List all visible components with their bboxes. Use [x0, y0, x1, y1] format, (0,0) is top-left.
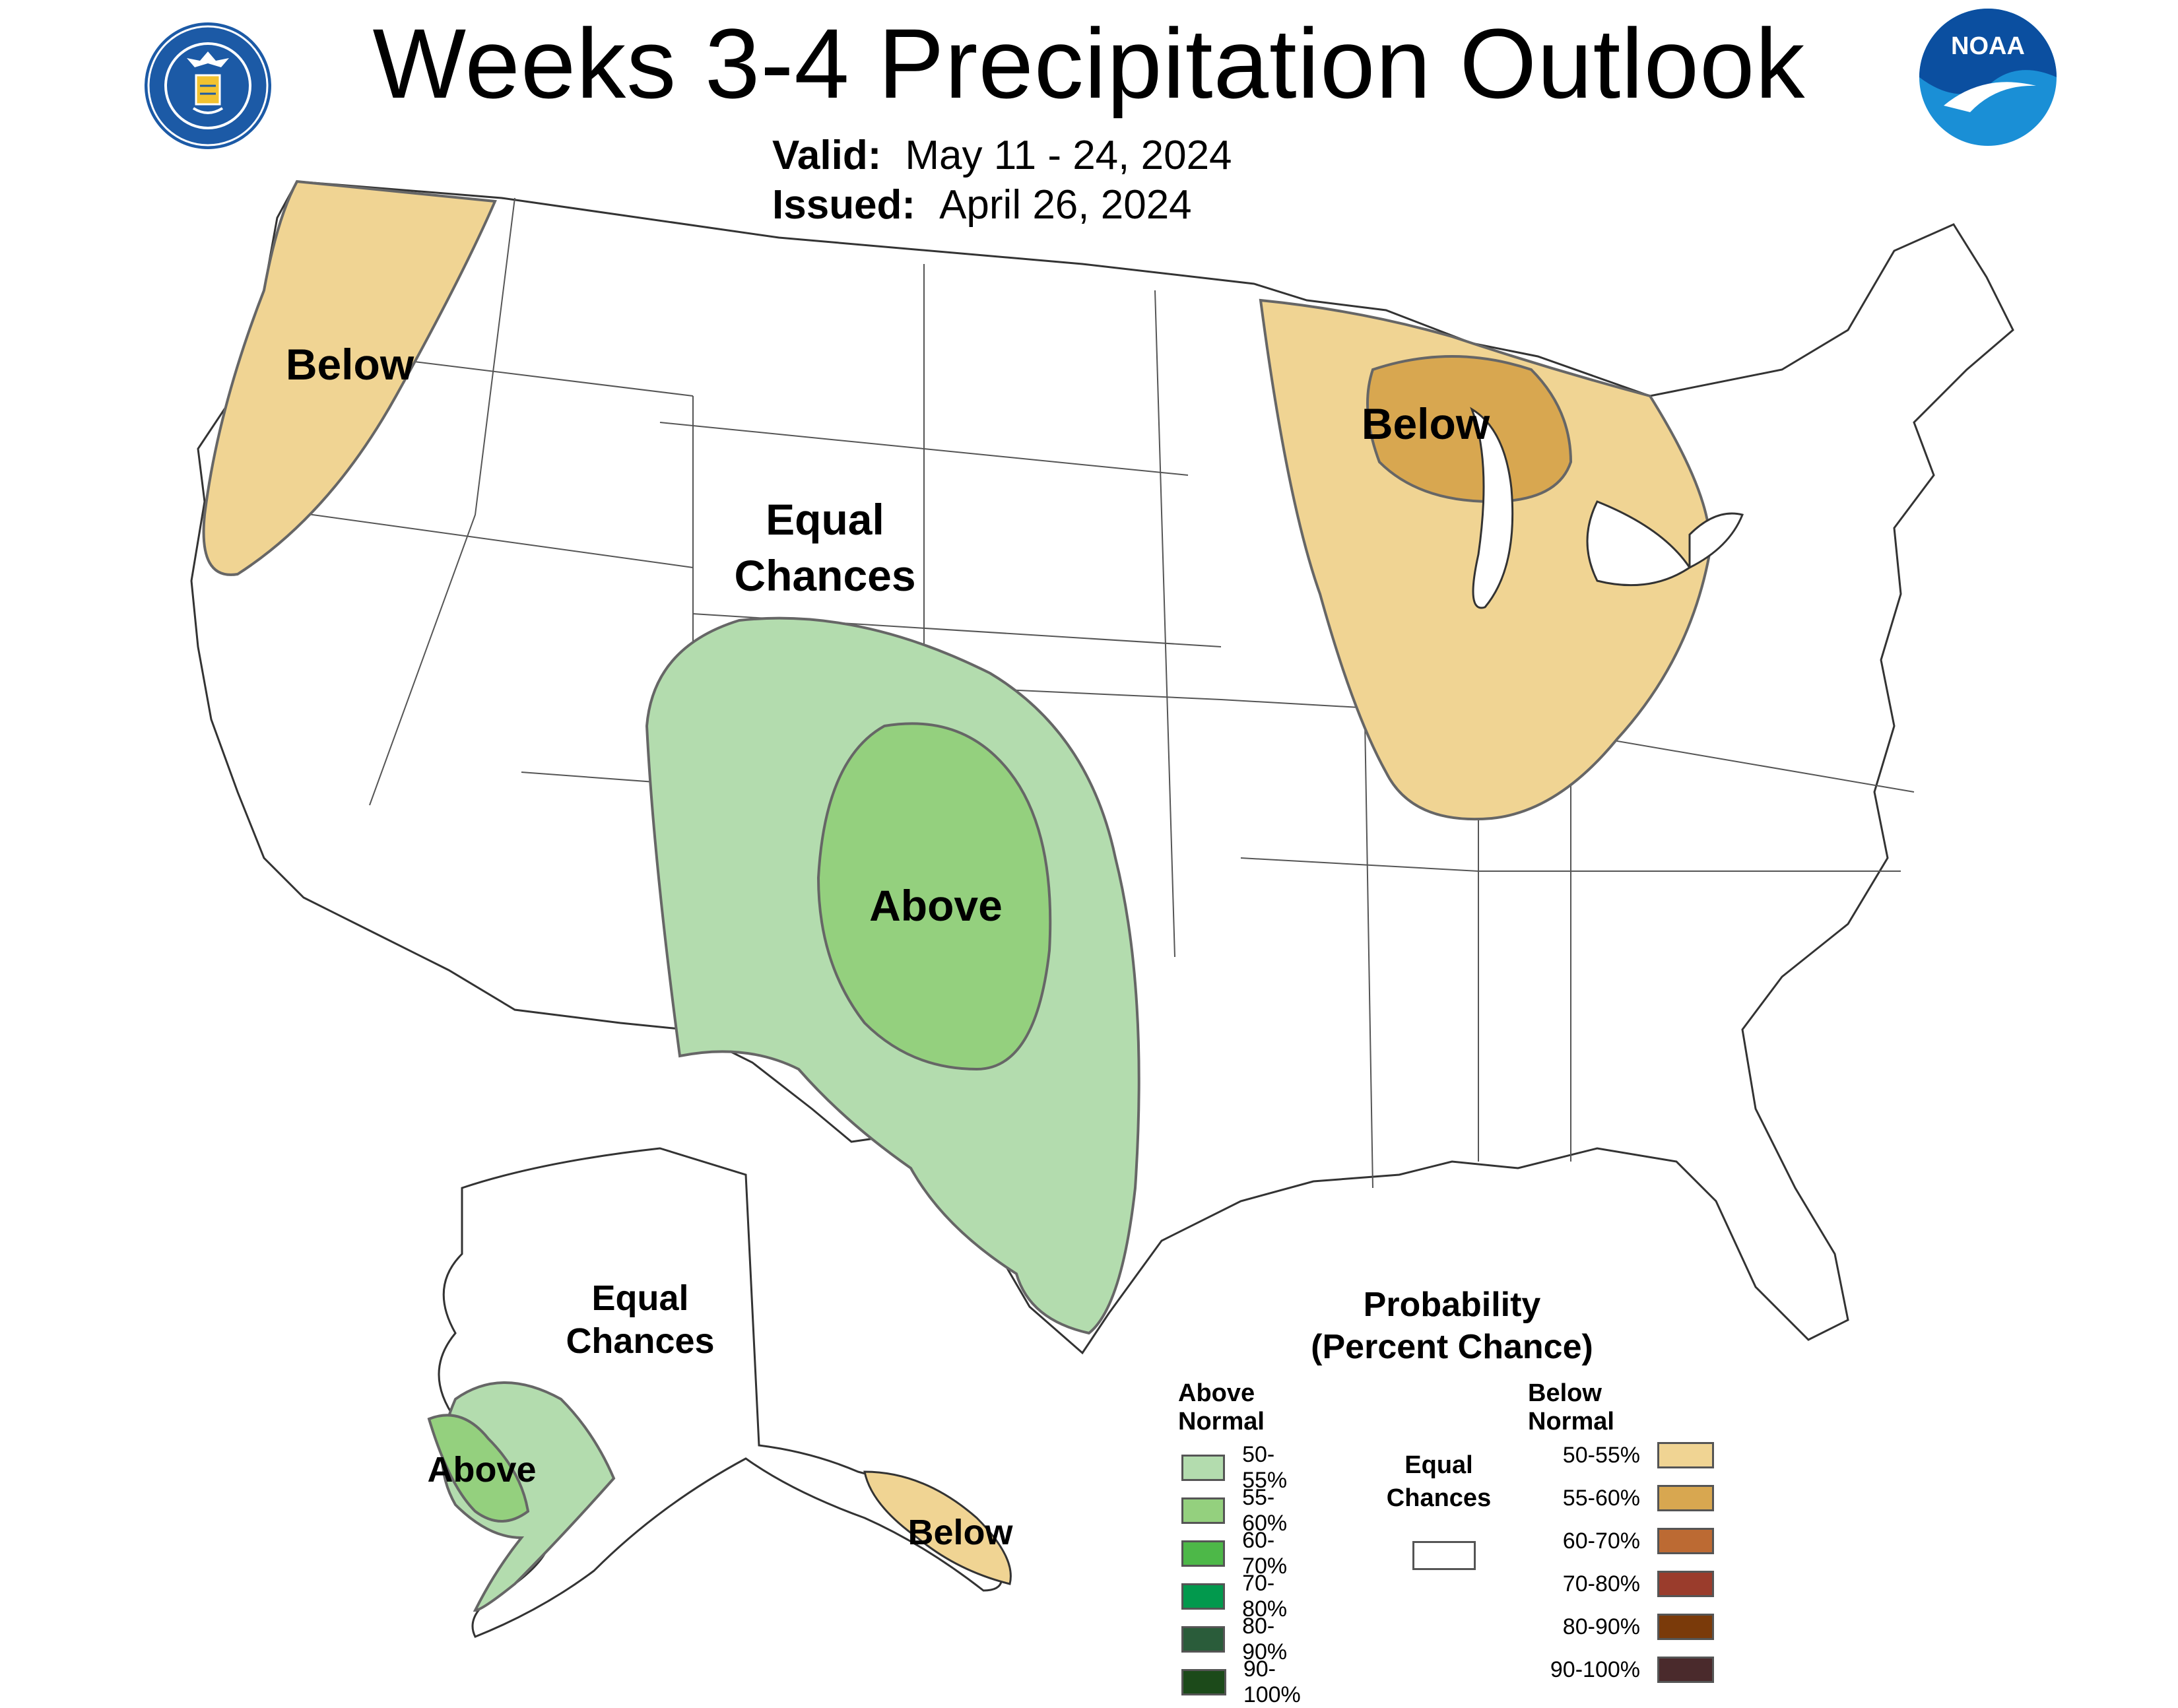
below-legend-label: 55-60% — [1562, 1485, 1640, 1511]
below-legend-swatch — [1657, 1485, 1714, 1511]
above-legend-row: 50-55% — [1181, 1442, 1300, 1494]
equal-chances-swatch — [1412, 1541, 1476, 1570]
above-legend-swatch — [1181, 1455, 1226, 1481]
below-legend-row: 90-100% — [1548, 1657, 1714, 1683]
central-equal-label-1: Equal — [766, 495, 884, 544]
below-legend-swatch — [1657, 1528, 1714, 1554]
great-lakes-water — [1470, 407, 1744, 609]
below-legend-row: 55-60% — [1548, 1485, 1714, 1511]
above-legend-swatch — [1181, 1540, 1226, 1567]
page-title: Weeks 3-4 Precipitation Outlook — [372, 8, 1806, 119]
below-legend-label: 70-80% — [1562, 1571, 1640, 1596]
above-legend-row: 60-70% — [1181, 1528, 1300, 1579]
plains-above-label: Above — [869, 881, 1003, 930]
below-legend-row: 50-55% — [1548, 1442, 1714, 1468]
valid-label: Valid: — [772, 133, 882, 178]
department-of-commerce-seal-icon — [145, 22, 271, 149]
ak-below-label: Below — [908, 1513, 1013, 1552]
above-normal-heading: Above Normal — [1178, 1379, 1265, 1435]
legend-title: Probability (Percent Chance) — [1267, 1284, 1637, 1368]
above-legend-label: 60-70% — [1242, 1528, 1288, 1579]
valid-dates: Valid: May 11 - 24, 2024 — [772, 132, 1232, 179]
noaa-logo-icon: NOAA — [1919, 9, 2057, 146]
above-legend-row: 80-90% — [1181, 1614, 1300, 1665]
below-legend-row: 60-70% — [1548, 1528, 1714, 1554]
above-region-plains-inner — [816, 722, 1052, 1071]
above-legend-swatch — [1181, 1497, 1226, 1524]
legend-title-line2: (Percent Chance) — [1311, 1328, 1593, 1366]
equal-chances-label: Equal Chances — [1373, 1449, 1505, 1515]
below-legend-swatch — [1657, 1657, 1714, 1683]
below-legend-swatch — [1657, 1614, 1714, 1640]
issued-date: Issued: April 26, 2024 — [772, 181, 1192, 228]
issued-value: April 26, 2024 — [939, 182, 1192, 228]
ak-above-label: Above — [427, 1450, 536, 1490]
below-legend-label: 50-55% — [1562, 1442, 1640, 1468]
lakes-below-label: Below — [1362, 399, 1490, 448]
alaska-above-inner — [427, 1414, 530, 1523]
above-legend-label: 80-90% — [1242, 1614, 1288, 1664]
valid-value: May 11 - 24, 2024 — [905, 133, 1232, 178]
below-legend-row: 80-90% — [1548, 1614, 1714, 1640]
below-legend-label: 90-100% — [1550, 1657, 1640, 1682]
below-legend-label: 80-90% — [1562, 1614, 1640, 1639]
noaa-logo-text: NOAA — [1951, 32, 2025, 60]
ak-equal-label-2: Chances — [566, 1321, 714, 1361]
above-legend-swatch — [1181, 1669, 1226, 1695]
above-legend-row: 90-100% — [1181, 1657, 1313, 1708]
central-equal-label-2: Chances — [734, 551, 915, 600]
below-normal-heading: Below Normal — [1528, 1379, 1614, 1435]
below-region-lakes-inner — [1366, 355, 1573, 504]
below-legend-swatch — [1657, 1442, 1714, 1468]
below-legend-row: 70-80% — [1548, 1571, 1714, 1597]
issued-label: Issued: — [772, 182, 916, 228]
pnw-below-label: Below — [286, 340, 414, 389]
above-legend-label: 90-100% — [1243, 1657, 1301, 1707]
equal-chances-line1: Equal — [1404, 1451, 1473, 1479]
legend-title-line1: Probability — [1363, 1286, 1541, 1324]
below-legend-label: 60-70% — [1562, 1528, 1640, 1554]
above-legend-swatch — [1181, 1583, 1226, 1610]
above-legend-row: 70-80% — [1181, 1571, 1300, 1622]
below-region-pnw — [202, 180, 497, 576]
below-legend-swatch — [1657, 1571, 1714, 1597]
above-legend-swatch — [1181, 1626, 1226, 1653]
above-legend-label: 55-60% — [1242, 1485, 1288, 1536]
above-legend-row: 55-60% — [1181, 1485, 1300, 1536]
above-legend-label: 50-55% — [1242, 1442, 1288, 1493]
equal-chances-line2: Chances — [1386, 1484, 1492, 1512]
ak-equal-label-1: Equal — [591, 1278, 688, 1318]
alaska-below-panhandle — [863, 1470, 1012, 1585]
above-legend-label: 70-80% — [1242, 1571, 1288, 1622]
